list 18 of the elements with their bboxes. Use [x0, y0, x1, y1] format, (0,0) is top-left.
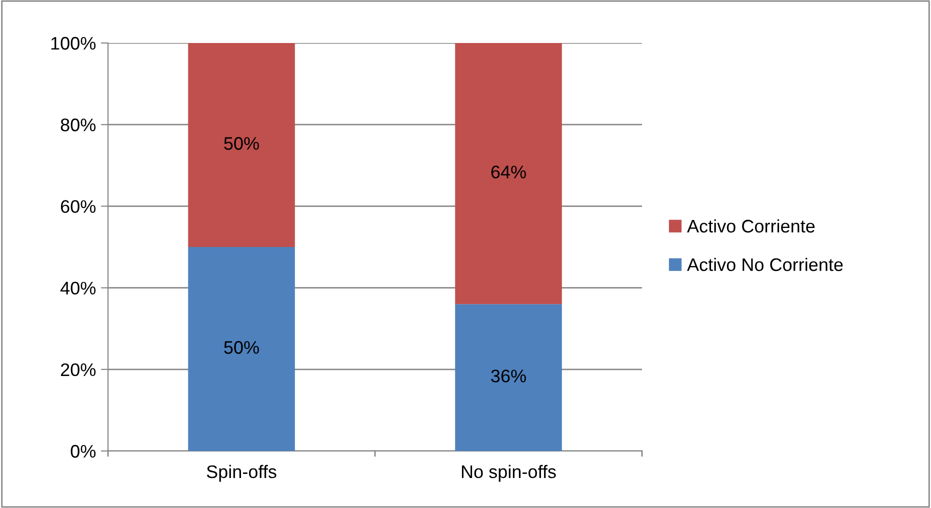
bar [455, 304, 562, 451]
data-label: 50% [224, 137, 259, 150]
y-tick-label: 20% [60, 363, 96, 376]
data-label: 50% [224, 341, 259, 354]
data-label: 36% [491, 370, 526, 382]
bar [455, 43, 562, 304]
x-tick-label: No spin-offs [462, 464, 556, 482]
y-tick-label: 100% [51, 36, 96, 50]
data-label: 64% [491, 166, 526, 178]
legend-label: Activo No Corriente [687, 258, 843, 272]
legend-label: Activo Corriente [687, 219, 815, 233]
bar [188, 247, 295, 451]
y-tick-label: 80% [60, 118, 96, 132]
x-tick-label: Spin-offs [206, 464, 276, 482]
y-tick-label: 40% [60, 282, 96, 295]
bar [188, 43, 295, 247]
y-tick-label: 0% [70, 444, 96, 458]
y-tick-label: 60% [60, 200, 96, 213]
